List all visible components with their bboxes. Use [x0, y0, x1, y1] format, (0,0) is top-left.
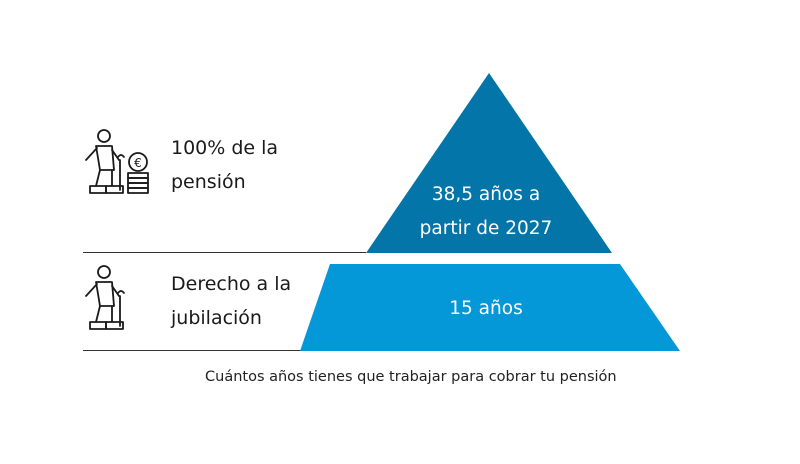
euro-symbol: € [134, 156, 142, 170]
elderly-person-icon [85, 265, 125, 330]
top-tier-line-2: partir de 2027 [420, 218, 553, 239]
label-full-pension-line-2: pensión [171, 171, 246, 193]
label-retirement-right: Derecho a la jubilación [171, 267, 291, 335]
pyramid-bottom-tier [300, 264, 680, 351]
label-full-pension-line-1: 100% de la [171, 137, 279, 159]
diagram-caption: Cuántos años tienes que trabajar para co… [205, 369, 617, 385]
label-full-pension: 100% de la pensión [171, 131, 278, 199]
bottom-tier-text: 15 años [449, 298, 522, 319]
elderly-person-euro-icon: € [85, 129, 149, 194]
top-tier-line-1: 38,5 años a [432, 184, 540, 205]
label-retirement-right-line-2: jubilación [171, 307, 262, 329]
label-retirement-right-line-1: Derecho a la [171, 273, 292, 295]
pyramid-top-tier [366, 73, 612, 253]
